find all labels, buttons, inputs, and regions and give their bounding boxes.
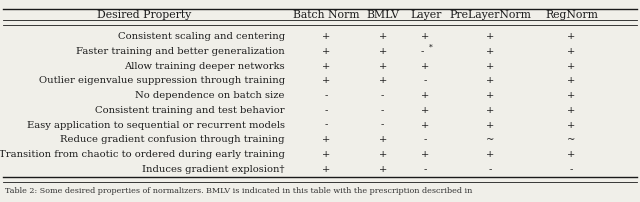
Text: +: + xyxy=(486,47,494,56)
Text: +: + xyxy=(379,76,387,85)
Text: +: + xyxy=(379,165,387,174)
Text: Desired Property: Desired Property xyxy=(97,10,191,20)
Text: -: - xyxy=(424,165,428,174)
Text: -: - xyxy=(381,106,385,115)
Text: +: + xyxy=(422,32,429,41)
Text: Layer: Layer xyxy=(410,10,442,20)
Text: +: + xyxy=(568,32,575,41)
Text: +: + xyxy=(422,150,429,159)
Text: +: + xyxy=(379,47,387,56)
Text: Reduce gradient confusion through training: Reduce gradient confusion through traini… xyxy=(60,135,285,144)
Text: +: + xyxy=(323,32,330,41)
Text: +: + xyxy=(379,62,387,71)
Text: +: + xyxy=(323,47,330,56)
Text: -: - xyxy=(570,165,573,174)
Text: +: + xyxy=(323,62,330,71)
Text: +: + xyxy=(323,165,330,174)
Text: Induces gradient explosion†: Induces gradient explosion† xyxy=(142,165,285,174)
Text: -: - xyxy=(488,165,492,174)
Text: +: + xyxy=(486,106,494,115)
Text: +: + xyxy=(323,150,330,159)
Text: -: - xyxy=(420,47,424,56)
Text: +: + xyxy=(379,135,387,144)
Text: +: + xyxy=(568,62,575,71)
Text: +: + xyxy=(568,47,575,56)
Text: +: + xyxy=(486,32,494,41)
Text: RegNorm: RegNorm xyxy=(545,10,598,20)
Text: Transition from chaotic to ordered during early training: Transition from chaotic to ordered durin… xyxy=(0,150,285,159)
Text: PreLayerNorm: PreLayerNorm xyxy=(449,10,531,20)
Text: +: + xyxy=(568,106,575,115)
Text: -: - xyxy=(324,121,328,130)
Text: *: * xyxy=(429,44,433,52)
Text: +: + xyxy=(323,135,330,144)
Text: +: + xyxy=(379,150,387,159)
Text: ~: ~ xyxy=(567,135,576,144)
Text: Table 2: Some desired properties of normalizers. BMLV is indicated in this table: Table 2: Some desired properties of norm… xyxy=(5,187,472,196)
Text: -: - xyxy=(381,121,385,130)
Text: Faster training and better generalization: Faster training and better generalizatio… xyxy=(76,47,285,56)
Text: +: + xyxy=(486,150,494,159)
Text: BMLV: BMLV xyxy=(366,10,399,20)
Text: ~: ~ xyxy=(486,135,495,144)
Text: -: - xyxy=(424,76,428,85)
Text: Consistent training and test behavior: Consistent training and test behavior xyxy=(95,106,285,115)
Text: +: + xyxy=(422,62,429,71)
Text: +: + xyxy=(486,76,494,85)
Text: +: + xyxy=(422,121,429,130)
Text: +: + xyxy=(422,106,429,115)
Text: +: + xyxy=(568,76,575,85)
Text: -: - xyxy=(424,135,428,144)
Text: +: + xyxy=(568,91,575,100)
Text: +: + xyxy=(486,62,494,71)
Text: No dependence on batch size: No dependence on batch size xyxy=(135,91,285,100)
Text: -: - xyxy=(381,91,385,100)
Text: Allow training deeper networks: Allow training deeper networks xyxy=(124,62,285,71)
Text: Batch Norm: Batch Norm xyxy=(293,10,360,20)
Text: +: + xyxy=(486,121,494,130)
Text: -: - xyxy=(324,91,328,100)
Text: -: - xyxy=(324,106,328,115)
Text: +: + xyxy=(486,91,494,100)
Text: Consistent scaling and centering: Consistent scaling and centering xyxy=(118,32,285,41)
Text: +: + xyxy=(379,32,387,41)
Text: +: + xyxy=(568,150,575,159)
Text: Easy application to sequential or recurrent models: Easy application to sequential or recurr… xyxy=(27,121,285,130)
Text: +: + xyxy=(568,121,575,130)
Text: +: + xyxy=(422,91,429,100)
Text: Outlier eigenvalue suppression through training: Outlier eigenvalue suppression through t… xyxy=(38,76,285,85)
Text: +: + xyxy=(323,76,330,85)
